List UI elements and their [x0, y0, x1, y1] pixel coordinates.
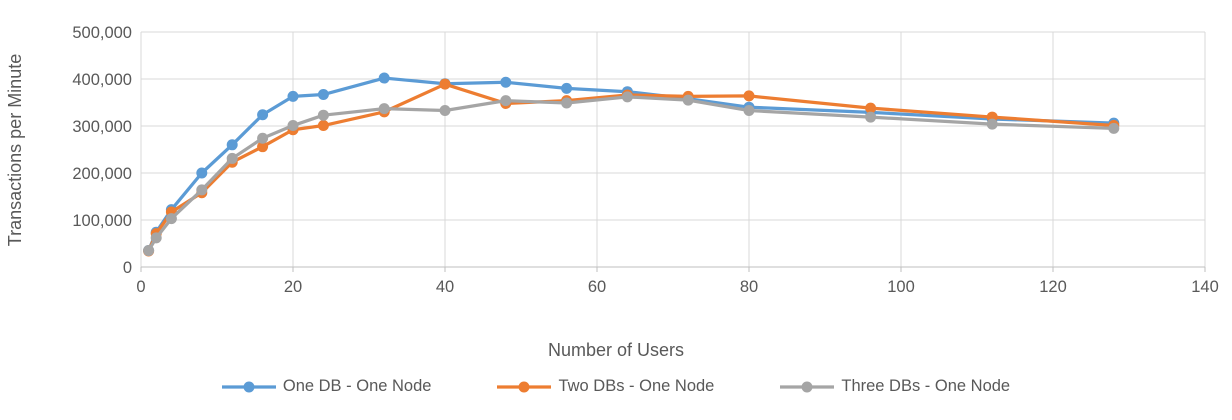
x-tick-label: 40 [436, 278, 454, 296]
data-point [287, 90, 299, 102]
legend-item: Two DBs - One Node [497, 377, 714, 396]
series-2 [143, 78, 1120, 257]
x-tick-label: 0 [136, 278, 145, 296]
data-point [865, 111, 877, 123]
data-point [226, 139, 238, 151]
series-line [147, 76, 1114, 252]
axis-labels: 0 100,000 200,000 300,000 400,000 500,000 0 20 4… [72, 24, 1218, 296]
data-point [317, 120, 329, 132]
y-tick-label: 100,000 [72, 212, 132, 230]
y-tick-label: 300,000 [72, 118, 132, 136]
legend-marker-icon [497, 381, 552, 392]
legend-item: One DB - One Node [221, 377, 432, 396]
data-point [317, 89, 329, 101]
series-line [147, 95, 1114, 252]
data-point [378, 72, 390, 84]
x-tick-label: 140 [1191, 278, 1219, 296]
y-axis-title: Transactions per Minute [5, 54, 25, 246]
data-point [743, 90, 755, 102]
data-point [317, 109, 329, 121]
legend-dot [518, 381, 530, 392]
x-tick-label: 20 [284, 278, 302, 296]
data-point [143, 245, 155, 257]
data-point [439, 104, 451, 116]
legend-item: Three DBs - One Node [780, 377, 1010, 396]
x-axis [140, 266, 1206, 272]
legend-marker-icon [221, 381, 276, 392]
data-point [865, 102, 877, 114]
data-point [165, 213, 177, 225]
data-point [196, 184, 208, 196]
data-point [257, 132, 269, 144]
legend-marker-icon [780, 381, 835, 392]
x-tick-label: 60 [588, 278, 606, 296]
data-point [257, 109, 269, 121]
data-point [500, 76, 512, 88]
data-point [621, 91, 633, 103]
series-3 [143, 91, 1120, 257]
legend-label: Three DBs - One Node [841, 377, 1011, 395]
data-point [378, 103, 390, 115]
data-point [986, 118, 998, 130]
data-point [743, 104, 755, 116]
y-tick-label: 0 [123, 259, 132, 277]
legend-label: Two DBs - One Node [558, 377, 715, 395]
chart-legend: One DB - One Node Two DBs - One Node Three… [0, 377, 1232, 396]
y-tick-label: 500,000 [72, 24, 132, 42]
x-tick-label: 120 [1039, 278, 1067, 296]
data-point [500, 95, 512, 107]
legend-dot [801, 381, 813, 392]
x-axis-title: Number of Users [548, 340, 684, 360]
legend-label: One DB - One Node [282, 377, 432, 395]
gridlines [140, 31, 1206, 267]
y-tick-label: 200,000 [72, 165, 132, 183]
data-point [561, 97, 573, 109]
data-point [226, 152, 238, 164]
legend-dot [243, 381, 255, 392]
data-point [196, 167, 208, 179]
data-point [257, 141, 269, 153]
data-point [287, 120, 299, 132]
x-tick-label: 80 [740, 278, 758, 296]
data-point [561, 82, 573, 94]
data-point [682, 94, 694, 106]
data-point [439, 78, 451, 90]
data-point [150, 232, 162, 244]
data-point [1108, 122, 1120, 134]
y-tick-label: 400,000 [72, 71, 132, 89]
x-tick-label: 100 [887, 278, 915, 296]
